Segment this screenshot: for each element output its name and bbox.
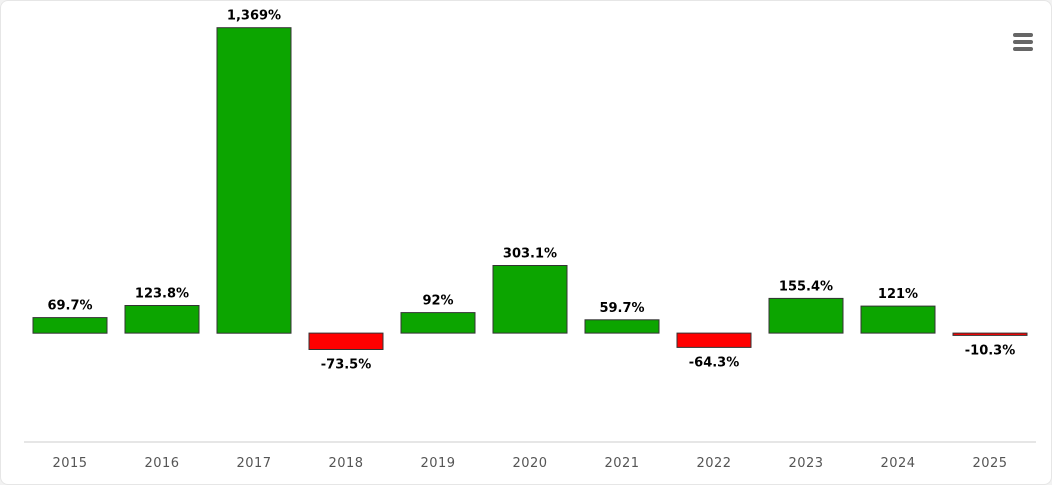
bar-2023[interactable] [768, 297, 844, 334]
data-label-2022: -64.3% [689, 356, 740, 371]
bar-2015[interactable] [32, 317, 108, 334]
data-label-2023: 155.4% [779, 279, 833, 294]
x-tick-label-2023: 2023 [788, 456, 823, 471]
x-tick-label-2017: 2017 [236, 456, 271, 471]
x-tick-label-2022: 2022 [696, 456, 731, 471]
bar-2020[interactable] [492, 265, 568, 334]
x-tick-label-2025: 2025 [972, 456, 1007, 471]
data-label-2016: 123.8% [135, 287, 189, 302]
data-label-2017: 1,369% [227, 9, 281, 24]
data-label-2025: -10.3% [965, 343, 1016, 358]
bar-2017[interactable] [216, 27, 292, 334]
x-tick-label-2021: 2021 [604, 456, 639, 471]
data-label-2015: 69.7% [47, 299, 92, 314]
bar-2024[interactable] [860, 305, 936, 334]
bar-2025[interactable] [952, 332, 1028, 336]
bar-2018[interactable] [308, 332, 384, 351]
bar-2016[interactable] [124, 305, 200, 334]
x-tick-label-2018: 2018 [328, 456, 363, 471]
bar-2021[interactable] [584, 319, 660, 334]
x-tick-label-2020: 2020 [512, 456, 547, 471]
data-label-2020: 303.1% [503, 247, 557, 262]
bar-2022[interactable] [676, 332, 752, 348]
bar-2019[interactable] [400, 312, 476, 334]
data-label-2021: 59.7% [599, 301, 644, 316]
data-label-2019: 92% [422, 294, 453, 309]
data-label-2024: 121% [878, 287, 918, 302]
x-tick-label-2024: 2024 [880, 456, 915, 471]
data-label-2018: -73.5% [321, 358, 372, 373]
hamburger-menu-icon[interactable] [1009, 29, 1037, 55]
x-tick-label-2015: 2015 [52, 456, 87, 471]
x-tick-label-2019: 2019 [420, 456, 455, 471]
x-tick-label-2016: 2016 [144, 456, 179, 471]
